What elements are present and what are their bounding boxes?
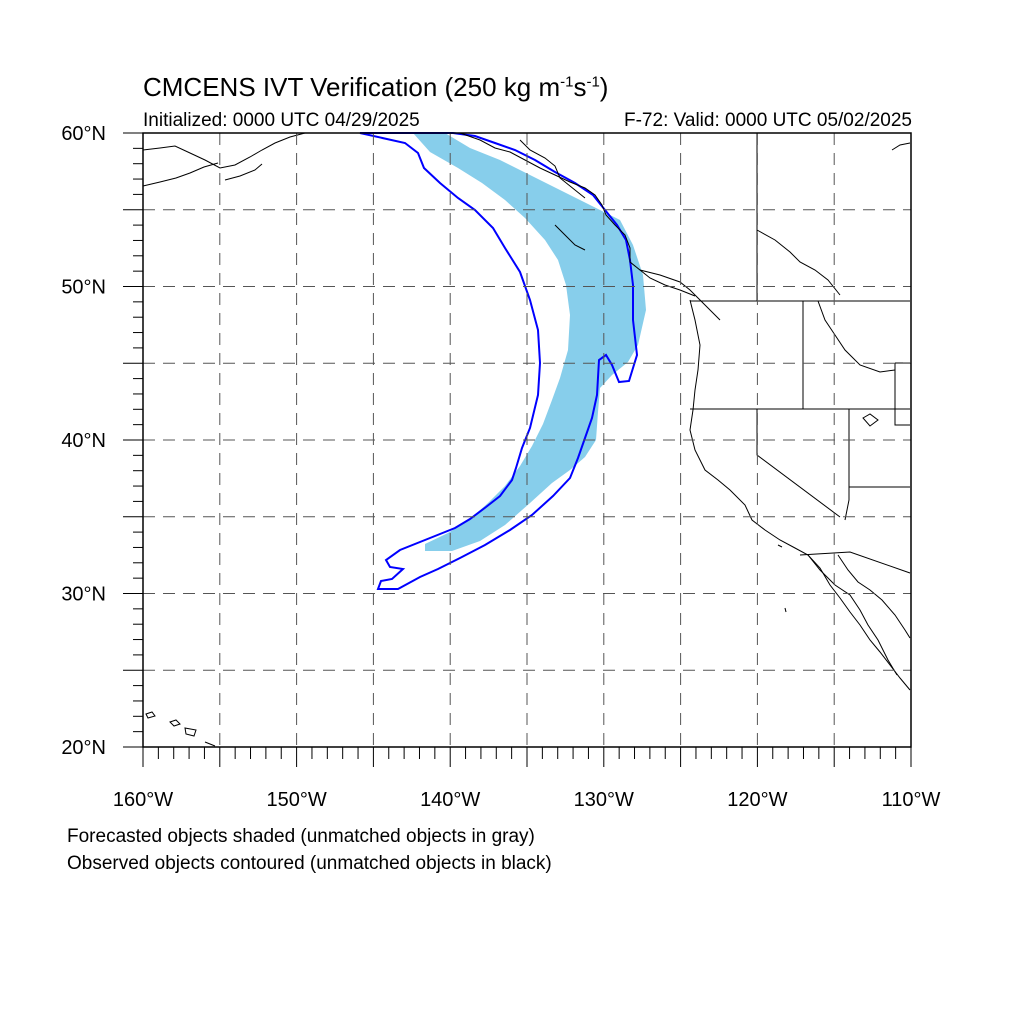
latitude-label: 30°N [61,584,106,606]
latitude-label: 60°N [61,123,106,145]
axis-ticks [123,132,912,767]
forecast-note: Forecasted objects shaded (unmatched obj… [67,826,535,847]
latitude-label: 50°N [61,277,106,299]
valid-time: F-72: Valid: 0000 UTC 05/02/2025 [624,110,912,131]
longitude-label: 110°W [882,789,941,811]
observed-note: Observed objects contoured (unmatched ob… [67,853,552,874]
longitude-label: 160°W [113,789,173,811]
latitude-label: 40°N [61,430,106,452]
initialized-time: Initialized: 0000 UTC 04/29/2025 [143,110,420,131]
longitude-labels: 160°W 150°W 140°W 130°W 120°W 110°W [113,789,941,811]
longitude-label: 140°W [420,789,480,811]
latitude-label: 20°N [61,737,106,759]
longitude-label: 130°W [574,789,634,811]
longitude-label: 150°W [266,789,326,811]
map-frame [142,132,912,748]
longitude-label: 120°W [727,789,787,811]
observed-ivt-contour [359,132,639,590]
latitude-labels: 60°N 50°N 40°N 30°N 20°N [61,123,106,759]
chart-title: CMCENS IVT Verification (250 kg m-1s-1) [143,72,609,102]
forecast-ivt-object [413,133,646,551]
lat-lon-gridlines [143,133,911,747]
